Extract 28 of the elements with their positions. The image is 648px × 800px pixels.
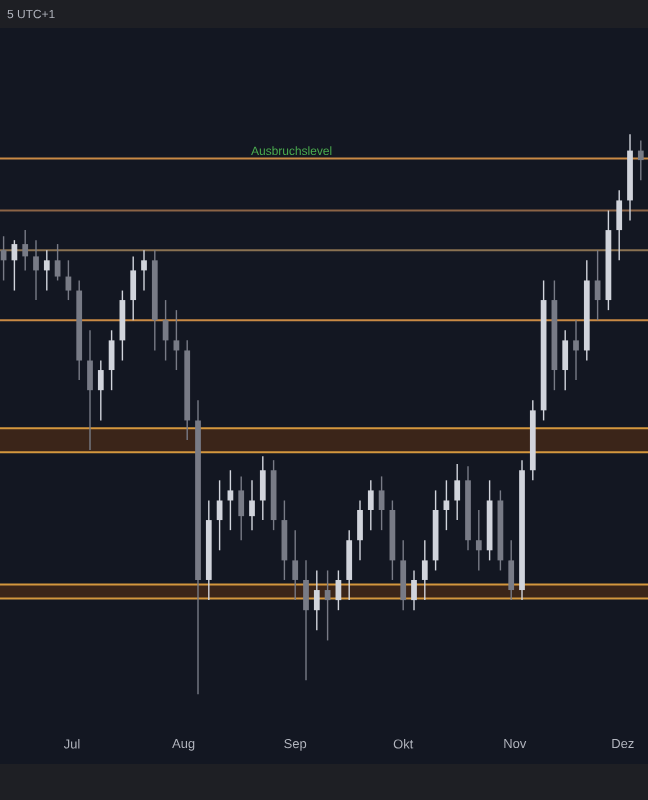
candlestick [637, 139, 644, 181]
candlestick [43, 249, 50, 292]
candlestick [616, 189, 623, 262]
candlestick [54, 243, 61, 282]
candlestick [443, 479, 450, 531]
candlestick [249, 479, 255, 531]
candlestick [346, 529, 353, 601]
candlestick [97, 359, 104, 422]
candlestick [33, 239, 39, 301]
candlestick [22, 229, 29, 272]
candlestick [562, 329, 569, 391]
candlestick [475, 509, 482, 572]
candlestick [259, 455, 266, 521]
candlestick [421, 539, 428, 601]
candlestick [141, 249, 147, 292]
candlestick [303, 559, 309, 681]
candlestick [357, 499, 363, 562]
candlestick [411, 569, 417, 611]
candlestick [367, 479, 374, 531]
candlestick [454, 463, 461, 521]
candlestick [313, 569, 320, 632]
candlestick [87, 329, 93, 451]
candlestick [292, 529, 299, 601]
candlestick [238, 475, 245, 541]
candlestick [573, 319, 579, 381]
candlestick [130, 255, 137, 321]
candlestick [400, 539, 407, 611]
candlestick [508, 539, 515, 601]
